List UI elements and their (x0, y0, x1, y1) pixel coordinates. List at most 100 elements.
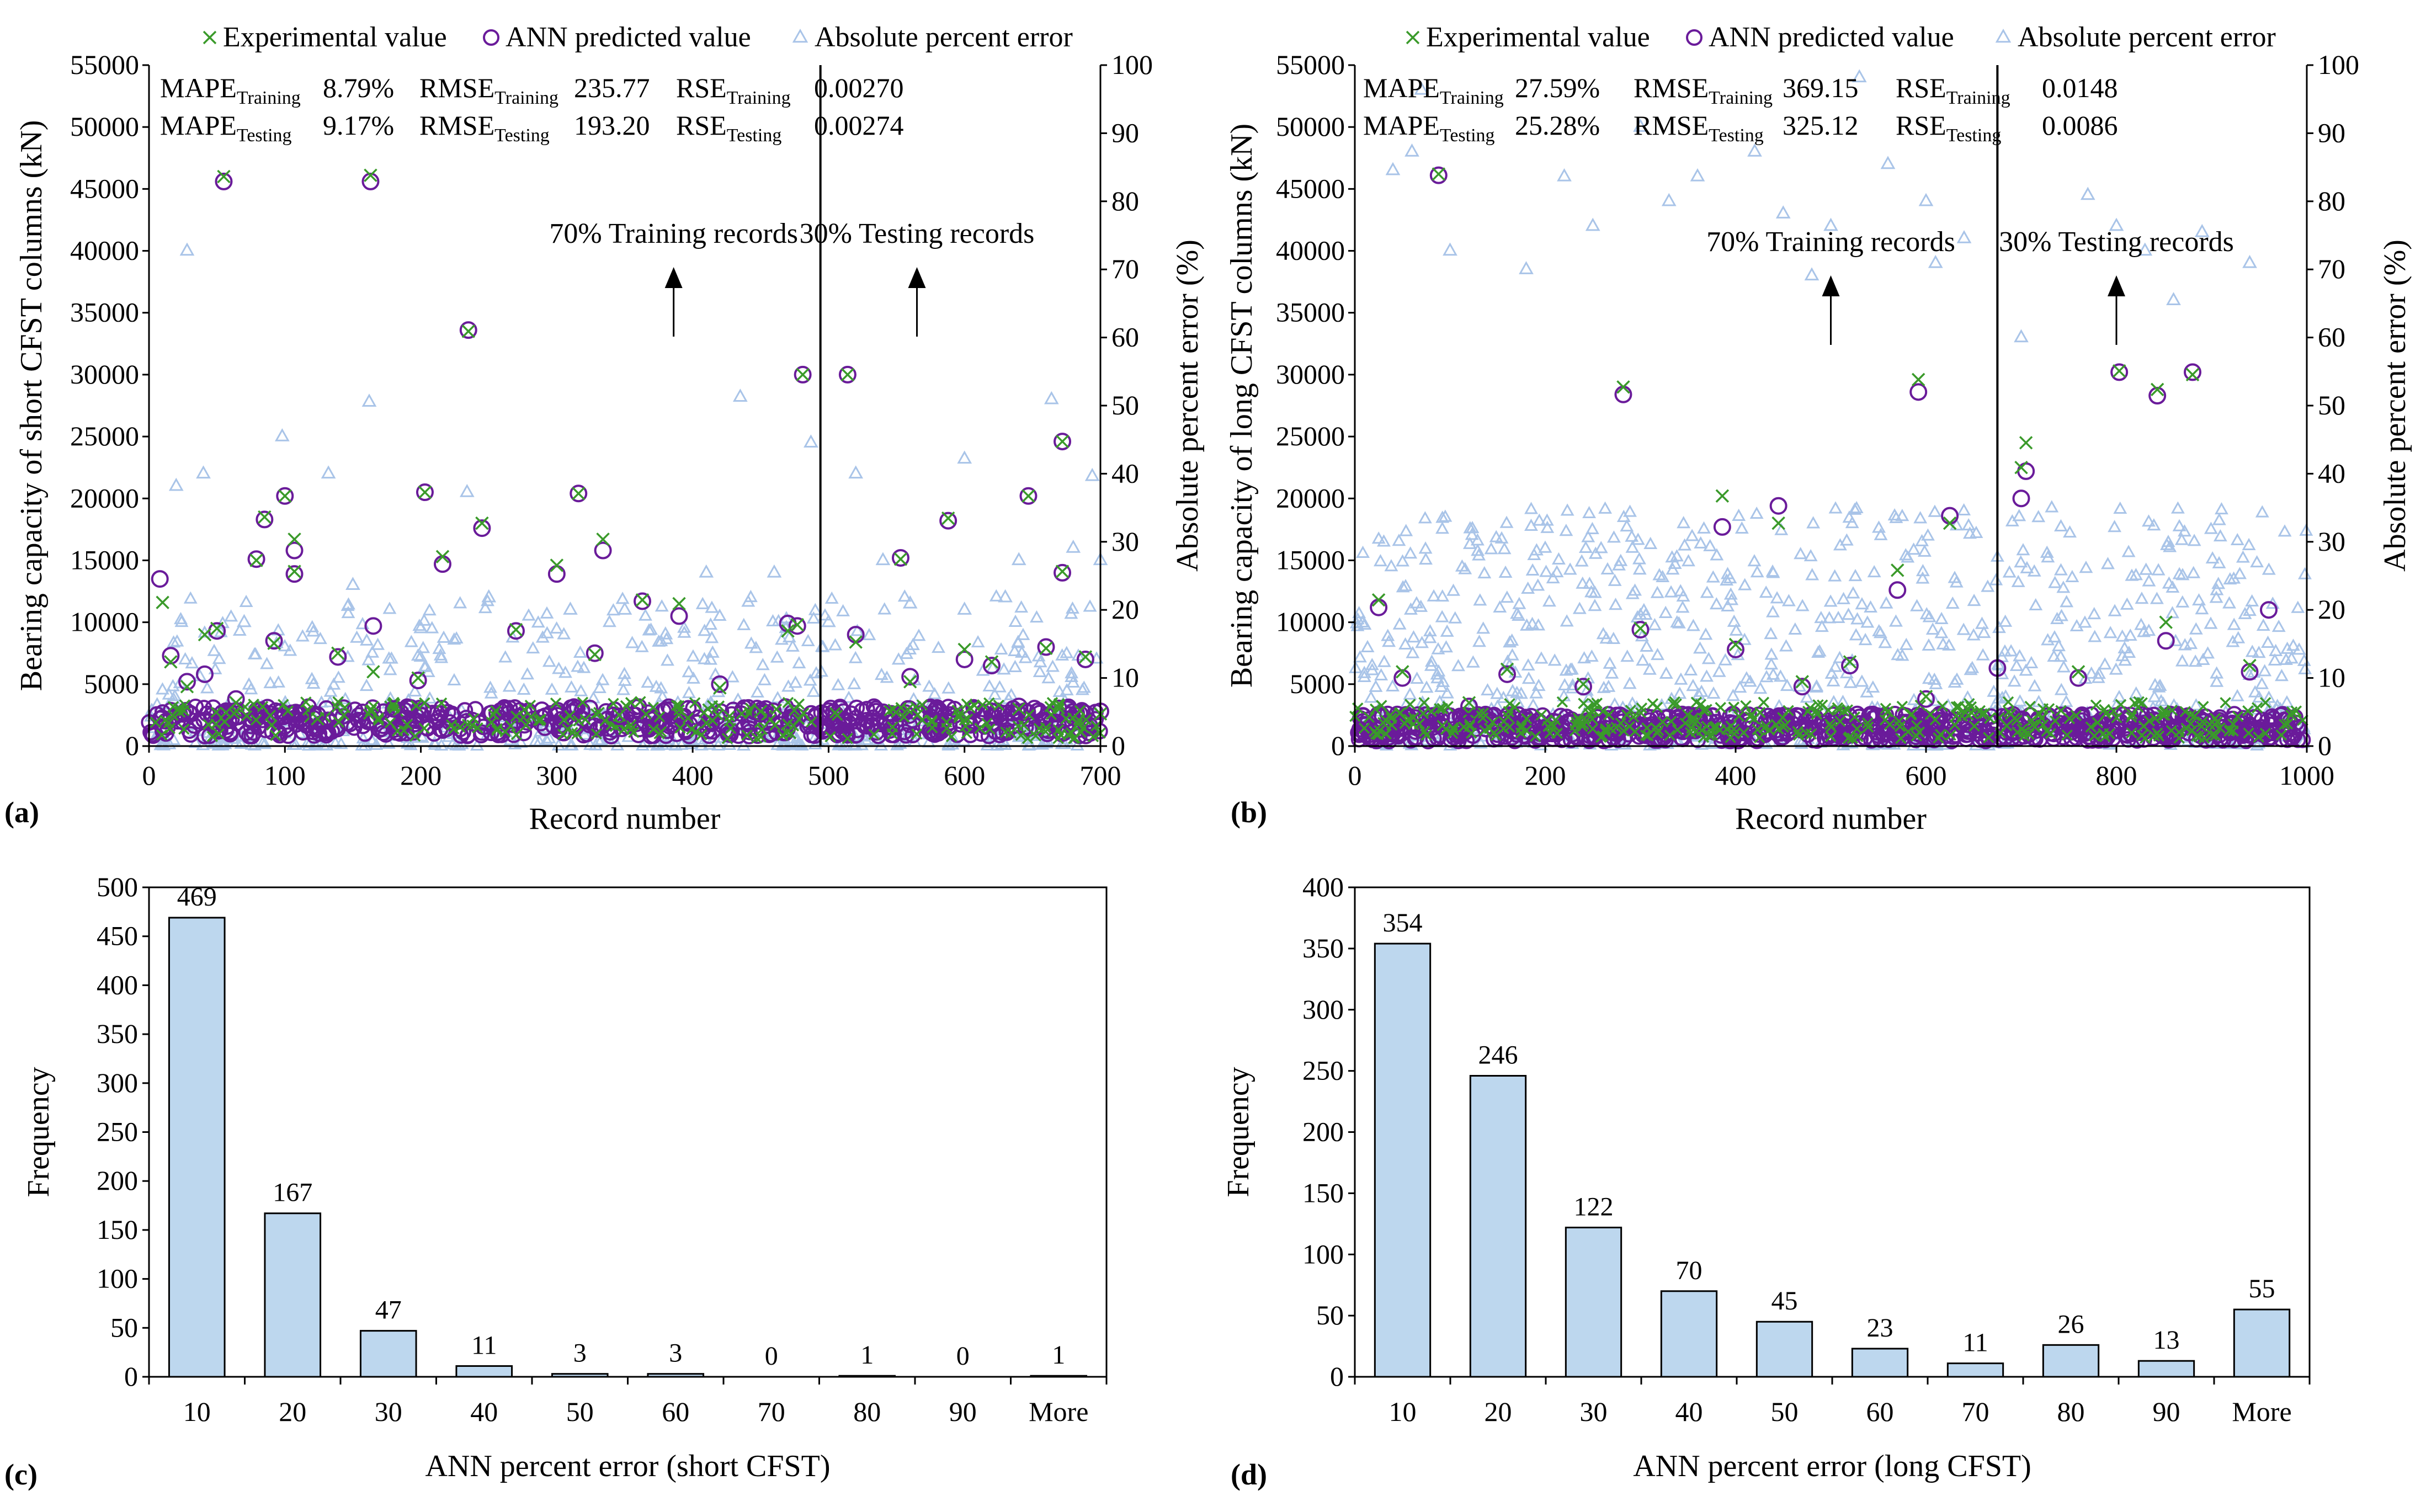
error-marker (1440, 686, 1454, 699)
y-tick-label: 50 (110, 1312, 138, 1343)
error-marker (2137, 242, 2153, 256)
error-marker (502, 679, 517, 692)
experimental-marker (1418, 697, 1430, 709)
experimental-marker (2189, 710, 2201, 722)
error-marker (196, 738, 210, 750)
error-marker (2250, 738, 2264, 750)
predicted-marker (2012, 489, 2030, 508)
error-marker (1860, 615, 1875, 628)
experimental-marker (2243, 658, 2257, 673)
error-marker (2121, 545, 2136, 557)
error-marker (1965, 661, 1980, 673)
predicted-marker (1498, 665, 1516, 683)
error-marker (1855, 597, 1869, 610)
error-marker (1652, 568, 1667, 581)
error-marker (2147, 690, 2162, 702)
experimental-marker (249, 553, 263, 567)
error-marker (1011, 552, 1026, 566)
predicted-marker (408, 707, 425, 725)
error-marker (1837, 592, 1851, 604)
experimental-marker (1040, 726, 1051, 737)
error-marker (2013, 694, 2027, 707)
experimental-marker (1695, 699, 1707, 710)
experimental-marker (1603, 709, 1615, 721)
error-marker (682, 685, 696, 699)
error-marker (1622, 677, 1637, 689)
error-marker (1498, 565, 1513, 578)
experimental-marker (267, 636, 281, 651)
experimental-marker (288, 565, 301, 578)
error-marker (1632, 562, 1647, 575)
experimental-marker (1384, 709, 1396, 721)
error-marker (2175, 654, 2189, 667)
bar (2137, 1360, 2195, 1378)
experimental-marker (1605, 723, 1617, 734)
error-marker (1396, 554, 1409, 567)
error-marker (1721, 567, 1735, 579)
error-marker (617, 667, 631, 679)
predicted-marker (227, 690, 245, 708)
error-marker (350, 630, 364, 643)
predicted-marker (832, 699, 849, 716)
error-marker (1794, 547, 1808, 560)
error-marker (668, 737, 682, 750)
error-marker (1718, 653, 1732, 666)
experimental-marker (219, 716, 231, 728)
experimental-marker (1753, 732, 1765, 743)
y-tick-label: 350 (97, 1018, 138, 1049)
experimental-marker (2252, 702, 2263, 714)
error-marker (2161, 535, 2175, 547)
error-marker (1016, 627, 1030, 640)
experimental-marker (868, 728, 880, 741)
error-marker (1963, 526, 1977, 539)
error-marker (1739, 671, 1754, 684)
x-axis-title: Record number (1735, 802, 1927, 836)
y-tick-label: 50000 (70, 111, 139, 142)
error-marker (1697, 521, 1711, 534)
experimental-marker (210, 621, 224, 636)
error-marker (1700, 585, 1714, 598)
error-marker (1377, 534, 1391, 547)
panel-b-scatter-chart: 0500010000150002000025000300003500040000… (1225, 22, 2412, 836)
error-marker (1706, 570, 1720, 583)
experimental-band-markers (1349, 696, 2308, 744)
rmse-subscript: Training (1709, 88, 1773, 108)
error-marker (207, 643, 221, 656)
predicted-marker (507, 622, 525, 640)
error-marker (2031, 510, 2046, 523)
error-marker (1636, 653, 1650, 666)
rmse-label: RMSE (1634, 72, 1709, 103)
error-marker (540, 606, 554, 619)
experimental-marker (961, 714, 973, 725)
error-marker (545, 682, 559, 695)
y-tick-label: 250 (97, 1116, 138, 1147)
error-marker (1950, 672, 1964, 685)
error-marker (449, 738, 464, 750)
experimental-marker (1074, 705, 1086, 717)
error-marker (1976, 648, 1990, 661)
experimental-band-markers (150, 696, 1106, 744)
error-marker (1013, 728, 1028, 741)
error-marker (539, 733, 554, 746)
error-marker (1490, 686, 1504, 699)
experimental-marker (985, 655, 999, 669)
error-marker (831, 678, 845, 690)
error-marker (1700, 669, 1714, 682)
experimental-marker (1906, 708, 1918, 720)
error-marker (957, 450, 972, 464)
error-marker (1451, 659, 1465, 672)
rse-value: 0.0148 (2042, 72, 2118, 103)
error-marker (1572, 601, 1587, 614)
error-marker (1521, 658, 1535, 671)
error-marker (1647, 617, 1662, 631)
predicted-marker (276, 487, 294, 505)
experimental-marker (2206, 729, 2218, 741)
error-marker (2134, 617, 2148, 630)
experimental-marker (2242, 705, 2254, 717)
experimental-marker (721, 733, 733, 744)
error-marker (2256, 618, 2270, 631)
error-marker (162, 687, 176, 700)
predicted-marker (570, 485, 588, 503)
error-marker (2186, 566, 2201, 578)
error-marker (1800, 690, 1814, 703)
